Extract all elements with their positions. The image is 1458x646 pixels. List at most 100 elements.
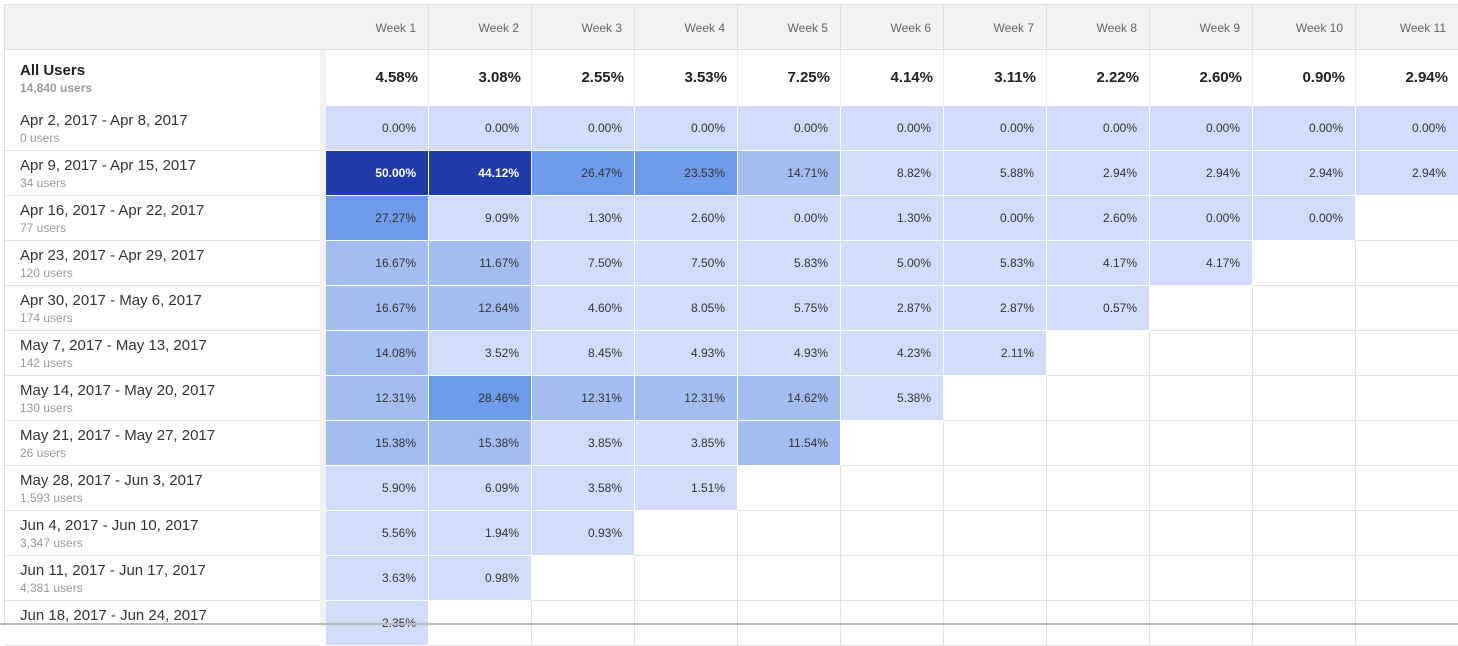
retention-cell: 3.52% [429, 331, 532, 376]
cohort-users: 0 users [20, 131, 60, 145]
retention-cell: 2.60% [1047, 196, 1150, 241]
retention-cell: 0.00% [1356, 106, 1458, 151]
empty-cell [1356, 286, 1458, 331]
retention-cell: 14.71% [738, 151, 841, 196]
bottom-line [0, 623, 1458, 625]
cohort-label: May 21, 2017 - May 27, 2017 [20, 427, 216, 444]
week-header: Week 8 [1047, 4, 1150, 50]
header-bar [5, 4, 1458, 50]
retention-cell: 5.38% [841, 376, 944, 421]
retention-cell: 4.23% [841, 331, 944, 376]
empty-cell [1253, 286, 1356, 331]
retention-cell: 8.45% [532, 331, 635, 376]
retention-cell: 3.58% [532, 466, 635, 511]
retention-cell: 5.00% [841, 241, 944, 286]
retention-cell: 4.17% [1150, 241, 1253, 286]
empty-cell [1356, 556, 1458, 601]
retention-cell: 4.93% [635, 331, 738, 376]
retention-cell: 3.63% [326, 556, 429, 601]
empty-cell [1150, 331, 1253, 376]
empty-cell [1150, 421, 1253, 466]
empty-cell [1253, 421, 1356, 466]
retention-cell: 14.62% [738, 376, 841, 421]
retention-cell: 1.51% [635, 466, 738, 511]
cohort-label: May 7, 2017 - May 13, 2017 [20, 337, 207, 354]
empty-cell [1356, 196, 1458, 241]
week-header: Week 11 [1356, 4, 1458, 50]
retention-cell: 4.60% [532, 286, 635, 331]
empty-cell [841, 466, 944, 511]
retention-cell: 1.30% [532, 196, 635, 241]
week-header: Week 5 [738, 4, 841, 50]
retention-cell: 16.67% [326, 286, 429, 331]
empty-cell [1150, 376, 1253, 421]
all-users-value: 2.55% [532, 50, 635, 106]
all-users-value: 4.58% [326, 50, 429, 106]
retention-cell: 11.54% [738, 421, 841, 466]
all-users-value: 0.90% [1253, 50, 1356, 106]
week-header: Week 10 [1253, 4, 1356, 50]
empty-cell [1047, 421, 1150, 466]
empty-cell [738, 466, 841, 511]
empty-cell [944, 421, 1047, 466]
retention-cell: 27.27% [326, 196, 429, 241]
divider [320, 50, 326, 627]
empty-cell [1150, 556, 1253, 601]
retention-cell: 5.83% [944, 241, 1047, 286]
row-line [5, 375, 320, 376]
week-header: Week 7 [944, 4, 1047, 50]
row-line [5, 555, 320, 556]
all-users-value: 3.08% [429, 50, 532, 106]
retention-cell: 4.93% [738, 331, 841, 376]
cohort-users: 77 users [20, 221, 67, 235]
row-line [5, 150, 320, 151]
empty-cell [841, 511, 944, 556]
retention-cell: 0.00% [1150, 106, 1253, 151]
retention-cell: 0.00% [738, 196, 841, 241]
cohort-label: Apr 9, 2017 - Apr 15, 2017 [20, 157, 196, 174]
empty-cell [1047, 511, 1150, 556]
empty-cell [944, 376, 1047, 421]
week-header: Week 6 [841, 4, 944, 50]
retention-cell: 9.09% [429, 196, 532, 241]
empty-cell [1253, 556, 1356, 601]
all-users-count: 14,840 users [20, 81, 93, 95]
cohort-label: Apr 23, 2017 - Apr 29, 2017 [20, 247, 205, 264]
retention-cell: 2.87% [944, 286, 1047, 331]
retention-cell: 7.50% [635, 241, 738, 286]
retention-cell: 7.50% [532, 241, 635, 286]
retention-cell: 0.00% [944, 106, 1047, 151]
retention-cell: 0.00% [1253, 106, 1356, 151]
retention-cell: 3.85% [635, 421, 738, 466]
cohort-users: 3,347 users [20, 536, 83, 550]
row-line [5, 420, 320, 421]
cohort-label: Jun 18, 2017 - Jun 24, 2017 [20, 607, 207, 624]
empty-cell [1253, 331, 1356, 376]
retention-cell: 11.67% [429, 241, 532, 286]
retention-cell: 2.11% [944, 331, 1047, 376]
retention-cell: 8.05% [635, 286, 738, 331]
retention-cell: 0.00% [326, 106, 429, 151]
empty-cell [738, 556, 841, 601]
empty-cell [635, 511, 738, 556]
retention-cell: 5.56% [326, 511, 429, 556]
retention-cell: 0.00% [532, 106, 635, 151]
retention-cell: 2.87% [841, 286, 944, 331]
cohort-users: 174 users [20, 311, 73, 325]
row-line [5, 285, 320, 286]
all-users-value: 7.25% [738, 50, 841, 106]
week-header: Week 2 [429, 4, 532, 50]
retention-cell: 6.09% [429, 466, 532, 511]
retention-cell: 15.38% [326, 421, 429, 466]
body: All Users 14,840 users Week 1 4.58% Week 2… [0, 4, 1458, 646]
week-header: Week 9 [1150, 4, 1253, 50]
empty-cell [1356, 466, 1458, 511]
cohort-users: 4,381 users [20, 581, 83, 595]
all-users-value: 3.53% [635, 50, 738, 106]
retention-cell: 3.85% [532, 421, 635, 466]
all-users-label: All Users [20, 62, 86, 79]
retention-cell: 50.00% [326, 151, 429, 196]
retention-cell: 16.67% [326, 241, 429, 286]
retention-cell: 2.94% [1150, 151, 1253, 196]
cohort-label: Jun 11, 2017 - Jun 17, 2017 [20, 562, 206, 579]
